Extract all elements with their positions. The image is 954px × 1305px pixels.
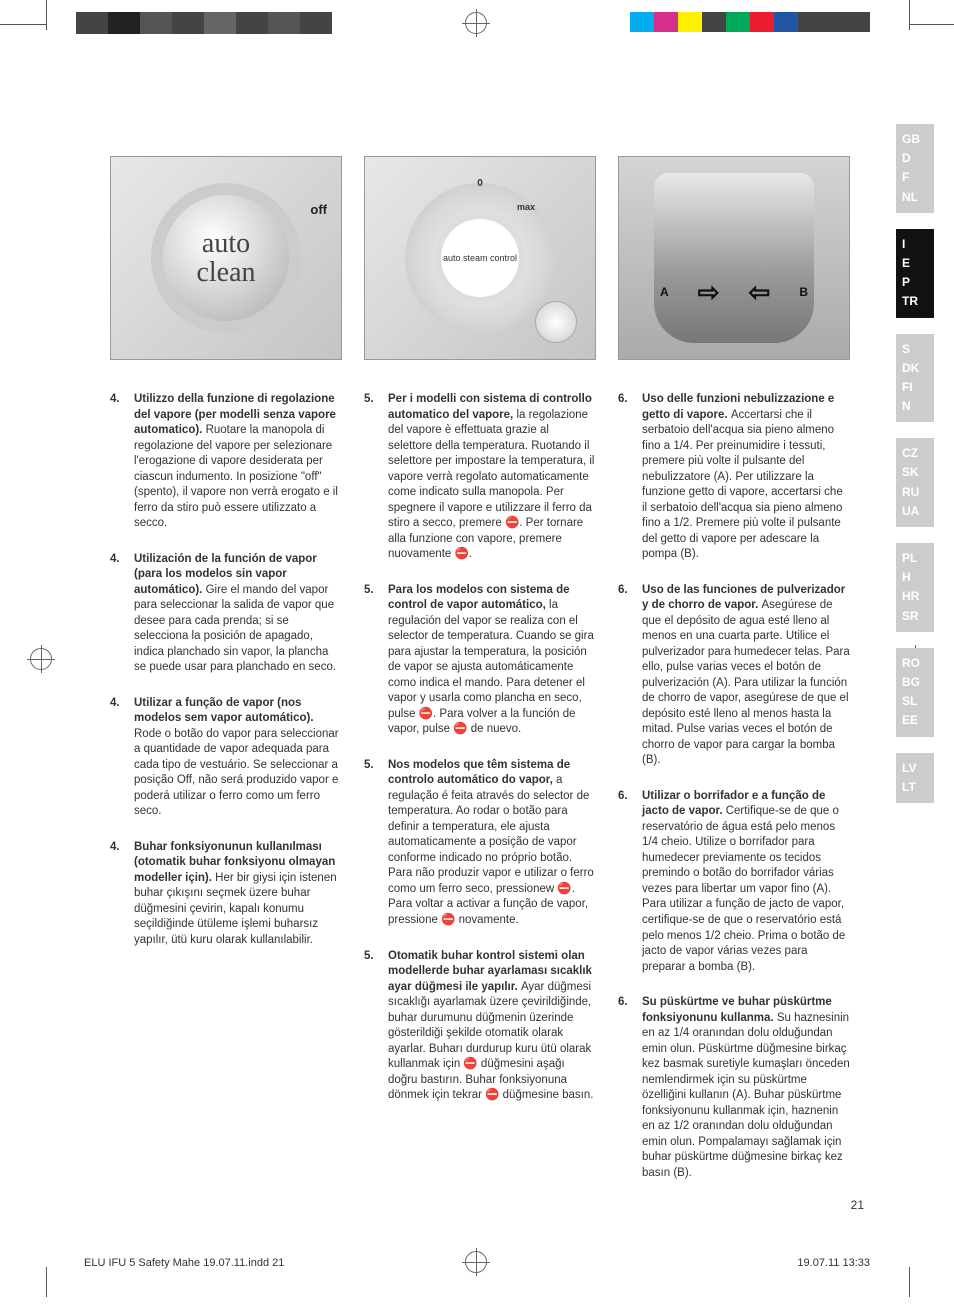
item-body-text: la regulación del vapor se realiza con e…: [388, 599, 594, 735]
instruction-item: 6.Uso delle funzioni nebulizzazione e ge…: [618, 392, 850, 563]
item-body-text: a regulação é feita através do selector …: [388, 774, 594, 926]
item-body-text: Certifique-se de que o reservatório de á…: [642, 805, 845, 972]
instruction-item: 5.Otomatik buhar kontrol sistemi olan mo…: [364, 949, 596, 1104]
instruction-item: 4.Buhar fonksiyonunun kullanılması (otom…: [110, 840, 342, 949]
language-code: BG: [902, 673, 928, 692]
item-number: 6.: [618, 392, 636, 563]
crop-mark: [910, 24, 954, 25]
language-code: LT: [902, 778, 928, 797]
item-number: 4.: [110, 696, 128, 820]
instruction-item: 5.Para los modelos con sistema de contro…: [364, 583, 596, 738]
crop-mark: [46, 1267, 47, 1297]
language-code: RU: [902, 483, 928, 502]
instruction-item: 6.Su püskürtme ve buhar püskürtme fonksi…: [618, 995, 850, 1181]
item-body-text: la regolazione del vapore è effettuata g…: [388, 409, 594, 561]
language-code: UA: [902, 502, 928, 521]
language-code: E: [902, 254, 928, 273]
language-code: CZ: [902, 444, 928, 463]
item-number: 5.: [364, 583, 382, 738]
language-code: TR: [902, 292, 928, 311]
item-number: 5.: [364, 758, 382, 929]
figure-steam-dial: auto clean off: [110, 156, 342, 360]
instruction-item: 6.Utilizar o borrifador e a função de ja…: [618, 789, 850, 975]
language-code: SK: [902, 463, 928, 482]
language-code: H: [902, 568, 928, 587]
max-label: max: [517, 201, 535, 213]
language-tab[interactable]: PLHHRSR: [896, 543, 934, 632]
crop-mark: [0, 24, 46, 25]
auto-steam-label: auto steam control: [435, 213, 525, 303]
language-tab[interactable]: LVLT: [896, 753, 934, 803]
registration-mark-icon: [30, 648, 52, 670]
language-tab[interactable]: GBDFNL: [896, 124, 934, 213]
language-code: LV: [902, 759, 928, 778]
registration-color-bar: [76, 12, 332, 34]
steam-off-knob-icon: [535, 301, 577, 343]
language-code: SL: [902, 692, 928, 711]
registration-mark-icon: [465, 12, 487, 34]
language-code: FI: [902, 378, 928, 397]
instruction-item: 4.Utilización de la función de vapor (pa…: [110, 552, 342, 676]
instruction-item: 4.Utilizar a função de vapor (nos modelo…: [110, 696, 342, 820]
language-tab[interactable]: SDKFIN: [896, 334, 934, 423]
item-body-text: Ayar düğmesi sıcaklığı ayarlamak üzere ç…: [388, 981, 593, 1102]
language-tab[interactable]: CZSKRUUA: [896, 438, 934, 527]
language-code: N: [902, 397, 928, 416]
language-tab[interactable]: IEPTR: [896, 229, 934, 318]
crop-mark: [909, 1267, 910, 1297]
page-number: 21: [851, 1197, 864, 1213]
item-number: 4.: [110, 552, 128, 676]
registration-color-bar: [630, 12, 870, 32]
label-b: B: [799, 284, 808, 300]
item-number: 4.: [110, 840, 128, 949]
language-code: PL: [902, 549, 928, 568]
footer-timestamp: 19.07.11 13:33: [797, 1256, 870, 1271]
zero-label: 0: [477, 177, 483, 191]
item-title: Utilizar a função de vapor (nos modelos …: [134, 697, 314, 725]
crop-mark: [46, 0, 47, 30]
item-title: Nos modelos que têm sistema de controlo …: [388, 759, 570, 787]
language-code: I: [902, 235, 928, 254]
language-code: EE: [902, 711, 928, 730]
item-number: 6.: [618, 789, 636, 975]
instruction-item: 5.Per i modelli con sistema di controllo…: [364, 392, 596, 563]
item-number: 5.: [364, 949, 382, 1104]
item-body-text: Rode o botão do vapor para seleccionar a…: [134, 728, 339, 818]
language-code: P: [902, 273, 928, 292]
item-number: 5.: [364, 392, 382, 563]
language-code: DK: [902, 359, 928, 378]
language-code: RO: [902, 654, 928, 673]
off-label: off: [310, 201, 327, 219]
language-code: D: [902, 149, 928, 168]
crop-mark: [909, 0, 910, 30]
figure-temp-selector: 0 max auto steam control: [364, 156, 596, 360]
language-code: NL: [902, 188, 928, 207]
language-code: GB: [902, 130, 928, 149]
item-body-text: Accertarsi che il serbatoio dell'acqua s…: [642, 409, 843, 561]
item-body-text: Ruotare la manopola di regolazione del v…: [134, 424, 338, 529]
item-number: 4.: [110, 392, 128, 532]
instruction-item: 5.Nos modelos que têm sistema de control…: [364, 758, 596, 929]
item-number: 6.: [618, 995, 636, 1181]
footer-file-name: ELU IFU 5 Safety Mahe 19.07.11.indd 21: [84, 1256, 284, 1271]
language-code: SR: [902, 607, 928, 626]
language-tab[interactable]: ROBGSLEE: [896, 648, 934, 737]
item-body-text: Asegúrese de que el depósito de agua est…: [642, 599, 850, 766]
language-code: F: [902, 168, 928, 187]
item-number: 6.: [618, 583, 636, 769]
item-body-text: Su haznesinin en az 1/4 oranından dolu o…: [642, 1012, 850, 1179]
language-code: HR: [902, 587, 928, 606]
item-body-text: Gire el mando del vapor para seleccionar…: [134, 584, 336, 674]
language-code: S: [902, 340, 928, 359]
item-title: Para los modelos con sistema de control …: [388, 584, 570, 612]
arrow-right-icon: ⇨: [698, 275, 720, 310]
instruction-item: 4.Utilizzo della funzione di regolazione…: [110, 392, 342, 532]
figure-spray-jet: A ⇨ ⇦ B: [618, 156, 850, 360]
label-a: A: [660, 284, 669, 300]
instruction-item: 6.Uso de las funciones de pulverizador y…: [618, 583, 850, 769]
arrow-left-icon: ⇦: [749, 275, 771, 310]
